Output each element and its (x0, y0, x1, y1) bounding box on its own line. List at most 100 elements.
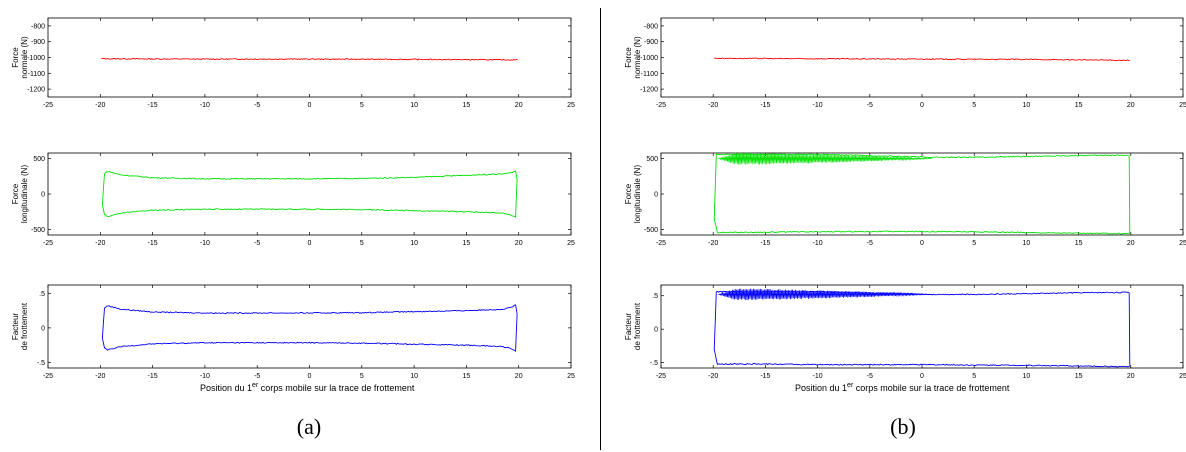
x-tick-label: 5 (360, 102, 364, 109)
y-axis-label-line: Force (11, 183, 20, 204)
x-tick-label: -5 (867, 240, 873, 247)
x-tick-label: 5 (972, 373, 976, 380)
x-tick-label: 0 (920, 102, 924, 109)
oscillation-band (718, 288, 933, 301)
x-tick-label: -20 (95, 102, 105, 109)
x-tick-label: 5 (360, 373, 364, 380)
x-tick-label: 20 (1127, 102, 1135, 109)
x-tick-label: -20 (708, 373, 718, 380)
panel-divider (600, 8, 601, 450)
plot-frame (660, 284, 1184, 369)
y-tick-label: -.5 (37, 360, 45, 367)
y-tick-label: 500 (33, 156, 45, 163)
x-tick-label: 0 (308, 240, 312, 247)
y-axis-label-line: Facteur (11, 313, 20, 340)
plot-frame (660, 17, 1184, 98)
caption-a: (a) (296, 414, 322, 439)
subplot-b-2: -25 -20 -15 -10 -5 0 5 10 15 20 25 500 0 -500 Force lon… (624, 152, 1186, 247)
x-tick-label: 10 (410, 373, 418, 380)
x-tick-label: 15 (1075, 102, 1083, 109)
x-tick-label: 10 (1023, 373, 1031, 380)
x-tick-label: -5 (254, 240, 260, 247)
y-tick-label: -1100 (28, 71, 45, 78)
y-tick-label: -1000 (27, 55, 45, 62)
x-tick-label: 0 (920, 240, 924, 247)
x-axis-label-suffix: corps mobile sur la trace de frottement (853, 383, 1010, 393)
x-tick-label: -5 (867, 373, 873, 380)
x-tick-label: 5 (972, 102, 976, 109)
x-tick-label: 25 (567, 102, 575, 109)
y-tick-label: -1000 (640, 55, 658, 62)
series-line (713, 218, 1130, 235)
subplot-a-2: -25 -20 -15 -10 -5 0 5 10 15 20 25 500 0 -500 Force lon… (11, 152, 575, 247)
y-tick-label: -1200 (640, 87, 658, 94)
plot-frame (47, 284, 572, 369)
x-axis-label-b: Position du 1er corps mobile sur la trac… (795, 382, 1009, 393)
y-axis-label-line: de frottement (20, 302, 29, 350)
series-line (714, 57, 1130, 62)
y-tick-label: -900 (31, 39, 45, 46)
y-tick-label: -1200 (27, 87, 45, 94)
x-tick-label: -20 (708, 240, 718, 247)
x-tick-label: 25 (1179, 240, 1186, 247)
x-tick-label: -15 (148, 102, 158, 109)
x-tick-label: 5 (972, 240, 976, 247)
y-axis-label-line: longitudinale (N) (633, 165, 642, 224)
x-tick-label: -15 (760, 102, 770, 109)
x-tick-label: -5 (254, 102, 260, 109)
x-axis-label-superscript: er (847, 382, 854, 389)
x-tick-label: -20 (95, 240, 105, 247)
x-tick-label: 25 (567, 373, 575, 380)
x-tick-label: -20 (708, 102, 718, 109)
x-tick-label: -10 (813, 240, 823, 247)
series-line (101, 179, 518, 218)
y-tick-label: -1100 (641, 71, 658, 78)
y-tick-label: -500 (644, 227, 658, 234)
x-tick-label: 0 (920, 373, 924, 380)
x-tick-label: -20 (95, 373, 105, 380)
x-tick-label: -10 (200, 373, 210, 380)
x-tick-label: -25 (43, 102, 53, 109)
x-tick-label: 15 (463, 102, 471, 109)
series-line (713, 290, 1131, 367)
y-tick-label: -800 (644, 23, 658, 30)
y-axis-label-line: longitudinale (N) (20, 165, 29, 224)
x-axis-label-a: Position du 1er corps mobile sur la trac… (200, 382, 414, 393)
x-tick-label: 10 (410, 240, 418, 247)
series-line (101, 57, 518, 61)
y-axis-label-line: Force (624, 47, 633, 68)
x-tick-label: 0 (308, 373, 312, 380)
x-tick-label: -15 (760, 240, 770, 247)
y-tick-label: .5 (652, 293, 658, 300)
plot-frame (660, 152, 1184, 236)
x-tick-label: 25 (567, 240, 575, 247)
x-tick-label: 10 (1023, 102, 1031, 109)
x-tick-label: 25 (1179, 102, 1186, 109)
series-line (101, 170, 518, 205)
y-tick-label: 0 (654, 327, 658, 334)
x-tick-label: 15 (463, 240, 471, 247)
y-tick-label: -.5 (650, 360, 658, 367)
series-line (101, 304, 518, 339)
y-axis-label-line: normale (N) (633, 36, 642, 79)
y-tick-label: 0 (654, 192, 658, 199)
x-tick-label: 20 (515, 373, 523, 380)
subplot-b-1: -25 -20 -15 -10 -5 0 5 10 15 20 25 -800 -900 -1000 -11… (624, 17, 1186, 109)
x-tick-label: -10 (813, 373, 823, 380)
series-line (101, 314, 518, 352)
x-tick-label: 15 (463, 373, 471, 380)
x-tick-label: -25 (656, 240, 666, 247)
y-axis-label-line: Force (11, 47, 20, 68)
x-tick-label: -10 (200, 240, 210, 247)
oscillation-band (718, 152, 933, 165)
plot-frame (47, 152, 572, 236)
x-tick-label: 10 (410, 102, 418, 109)
y-tick-label: .5 (39, 291, 45, 298)
caption-b: (b) (890, 414, 916, 439)
x-tick-label: -25 (43, 373, 53, 380)
series-line (713, 153, 1131, 234)
x-tick-label: -25 (43, 240, 53, 247)
x-tick-label: -10 (813, 102, 823, 109)
x-tick-label: -15 (148, 240, 158, 247)
x-tick-label: 20 (515, 240, 523, 247)
